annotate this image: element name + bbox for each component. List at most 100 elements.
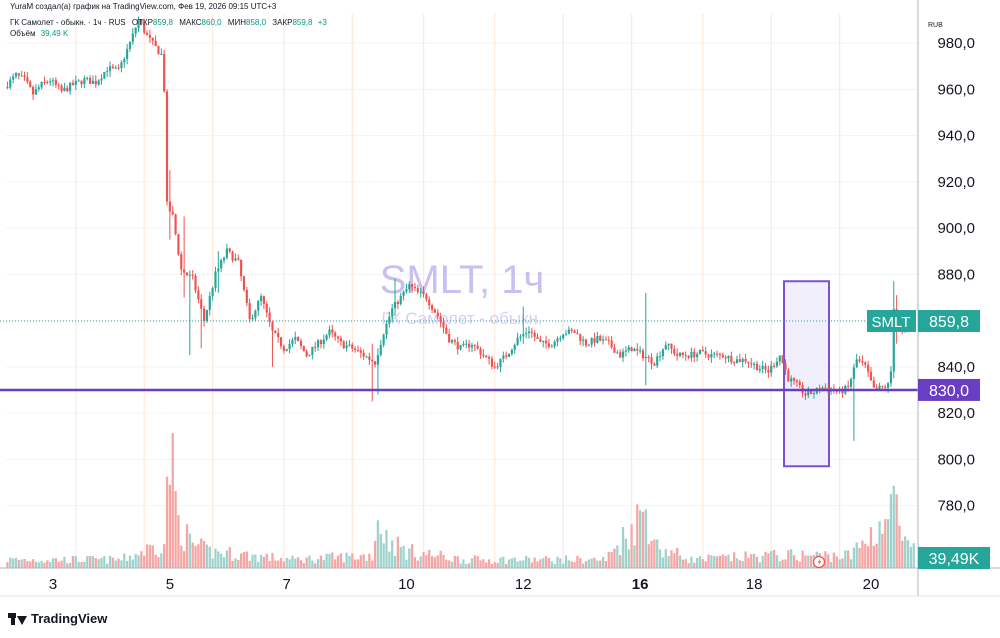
candle-body xyxy=(487,357,491,359)
candle-body xyxy=(151,37,154,41)
volume-bar xyxy=(37,562,40,568)
volume-bar xyxy=(465,563,468,568)
candle-body xyxy=(604,339,608,341)
candle-body xyxy=(248,302,251,320)
candle-body xyxy=(180,254,183,270)
candle-body xyxy=(721,354,724,358)
volume-bar xyxy=(701,559,704,568)
volume-bar xyxy=(707,554,710,568)
candle-body xyxy=(470,345,474,348)
volume-bar xyxy=(704,561,707,568)
volume-bar xyxy=(858,547,861,568)
volume-bar xyxy=(356,559,360,568)
x-tick-label: 12 xyxy=(515,576,532,593)
volume-bar xyxy=(772,549,776,568)
volume-bar xyxy=(345,552,348,568)
candle-body xyxy=(411,284,414,287)
candle-body xyxy=(257,301,260,311)
candle-body xyxy=(847,385,850,387)
volume-bar xyxy=(641,511,645,568)
volume-bar xyxy=(66,563,69,568)
volume-bar xyxy=(658,549,662,568)
candle-body xyxy=(664,345,667,350)
volume-bar xyxy=(254,554,257,568)
volume-tag-label: 39,49K xyxy=(929,551,980,568)
candle-body xyxy=(864,362,867,365)
candle-body xyxy=(601,339,605,341)
tradingview-logo[interactable]: TradingView xyxy=(8,611,107,626)
candle-body xyxy=(354,348,357,350)
candle-body xyxy=(137,19,140,29)
candle-body xyxy=(214,271,217,288)
candles xyxy=(6,16,915,441)
volume-bar xyxy=(530,562,533,568)
volume-bar xyxy=(610,551,613,568)
volume-bar xyxy=(564,555,568,568)
y-tick-label: 920,0 xyxy=(937,174,975,191)
volume-bar xyxy=(214,548,217,568)
last-price-label: 859,8 xyxy=(929,314,969,331)
candle-body xyxy=(522,334,525,337)
candle-body xyxy=(619,352,622,358)
volume-bar xyxy=(368,553,371,568)
volume-bar xyxy=(695,557,699,568)
candle-body xyxy=(26,77,29,82)
volume-bar xyxy=(117,558,120,568)
volume-bar xyxy=(14,557,18,568)
volume-bar xyxy=(733,552,736,568)
candle-body xyxy=(727,355,730,359)
watermark-symbol: SMLT, 1ч xyxy=(380,258,545,302)
candle-body xyxy=(741,358,744,362)
candle-body xyxy=(781,355,784,364)
candle-body xyxy=(430,305,434,310)
candle-body xyxy=(316,340,320,348)
candle-body xyxy=(194,275,197,291)
candle-body xyxy=(339,338,342,342)
candle-body xyxy=(753,363,756,365)
volume-bar xyxy=(485,562,488,568)
candle-body xyxy=(413,286,417,289)
candle-body xyxy=(482,354,485,356)
candle-body xyxy=(593,338,596,343)
volume-bar xyxy=(200,538,203,568)
candle-body xyxy=(527,331,531,334)
volume-bar xyxy=(624,538,628,568)
candle-body xyxy=(525,333,528,335)
volume-bar xyxy=(331,552,334,568)
volume-bar xyxy=(137,555,140,568)
candle-body xyxy=(342,341,345,349)
candle-body xyxy=(171,211,174,215)
volume-bar xyxy=(656,539,659,568)
volume-bar xyxy=(750,554,753,568)
currency-label: RUB xyxy=(928,22,943,29)
candle-body xyxy=(262,296,266,304)
candle-body xyxy=(143,23,146,33)
volume-bar xyxy=(544,555,548,568)
candle-body xyxy=(733,362,736,364)
volume-bar xyxy=(516,561,519,568)
candle-body xyxy=(217,268,220,272)
candle-body xyxy=(579,334,582,341)
candle-body xyxy=(710,354,713,358)
candle-body xyxy=(738,359,741,362)
volume-bar xyxy=(63,556,66,568)
candle-body xyxy=(51,80,55,82)
candle-body xyxy=(282,346,285,351)
volume-bar xyxy=(470,558,474,568)
volume-bar xyxy=(787,550,790,568)
candle-body xyxy=(690,351,693,358)
candle-body xyxy=(428,299,431,306)
volume-bar xyxy=(97,559,100,568)
volume-bar xyxy=(502,556,505,568)
volume-bar xyxy=(482,559,485,568)
volume-bar xyxy=(450,561,454,568)
candle-body xyxy=(493,366,496,368)
volume-bar xyxy=(31,559,35,568)
candle-body xyxy=(279,337,283,347)
volume-bar xyxy=(490,563,494,568)
volume-bar xyxy=(154,554,157,568)
volume-bar xyxy=(841,558,844,568)
candle-body xyxy=(795,380,798,382)
volume-bar xyxy=(795,560,799,568)
